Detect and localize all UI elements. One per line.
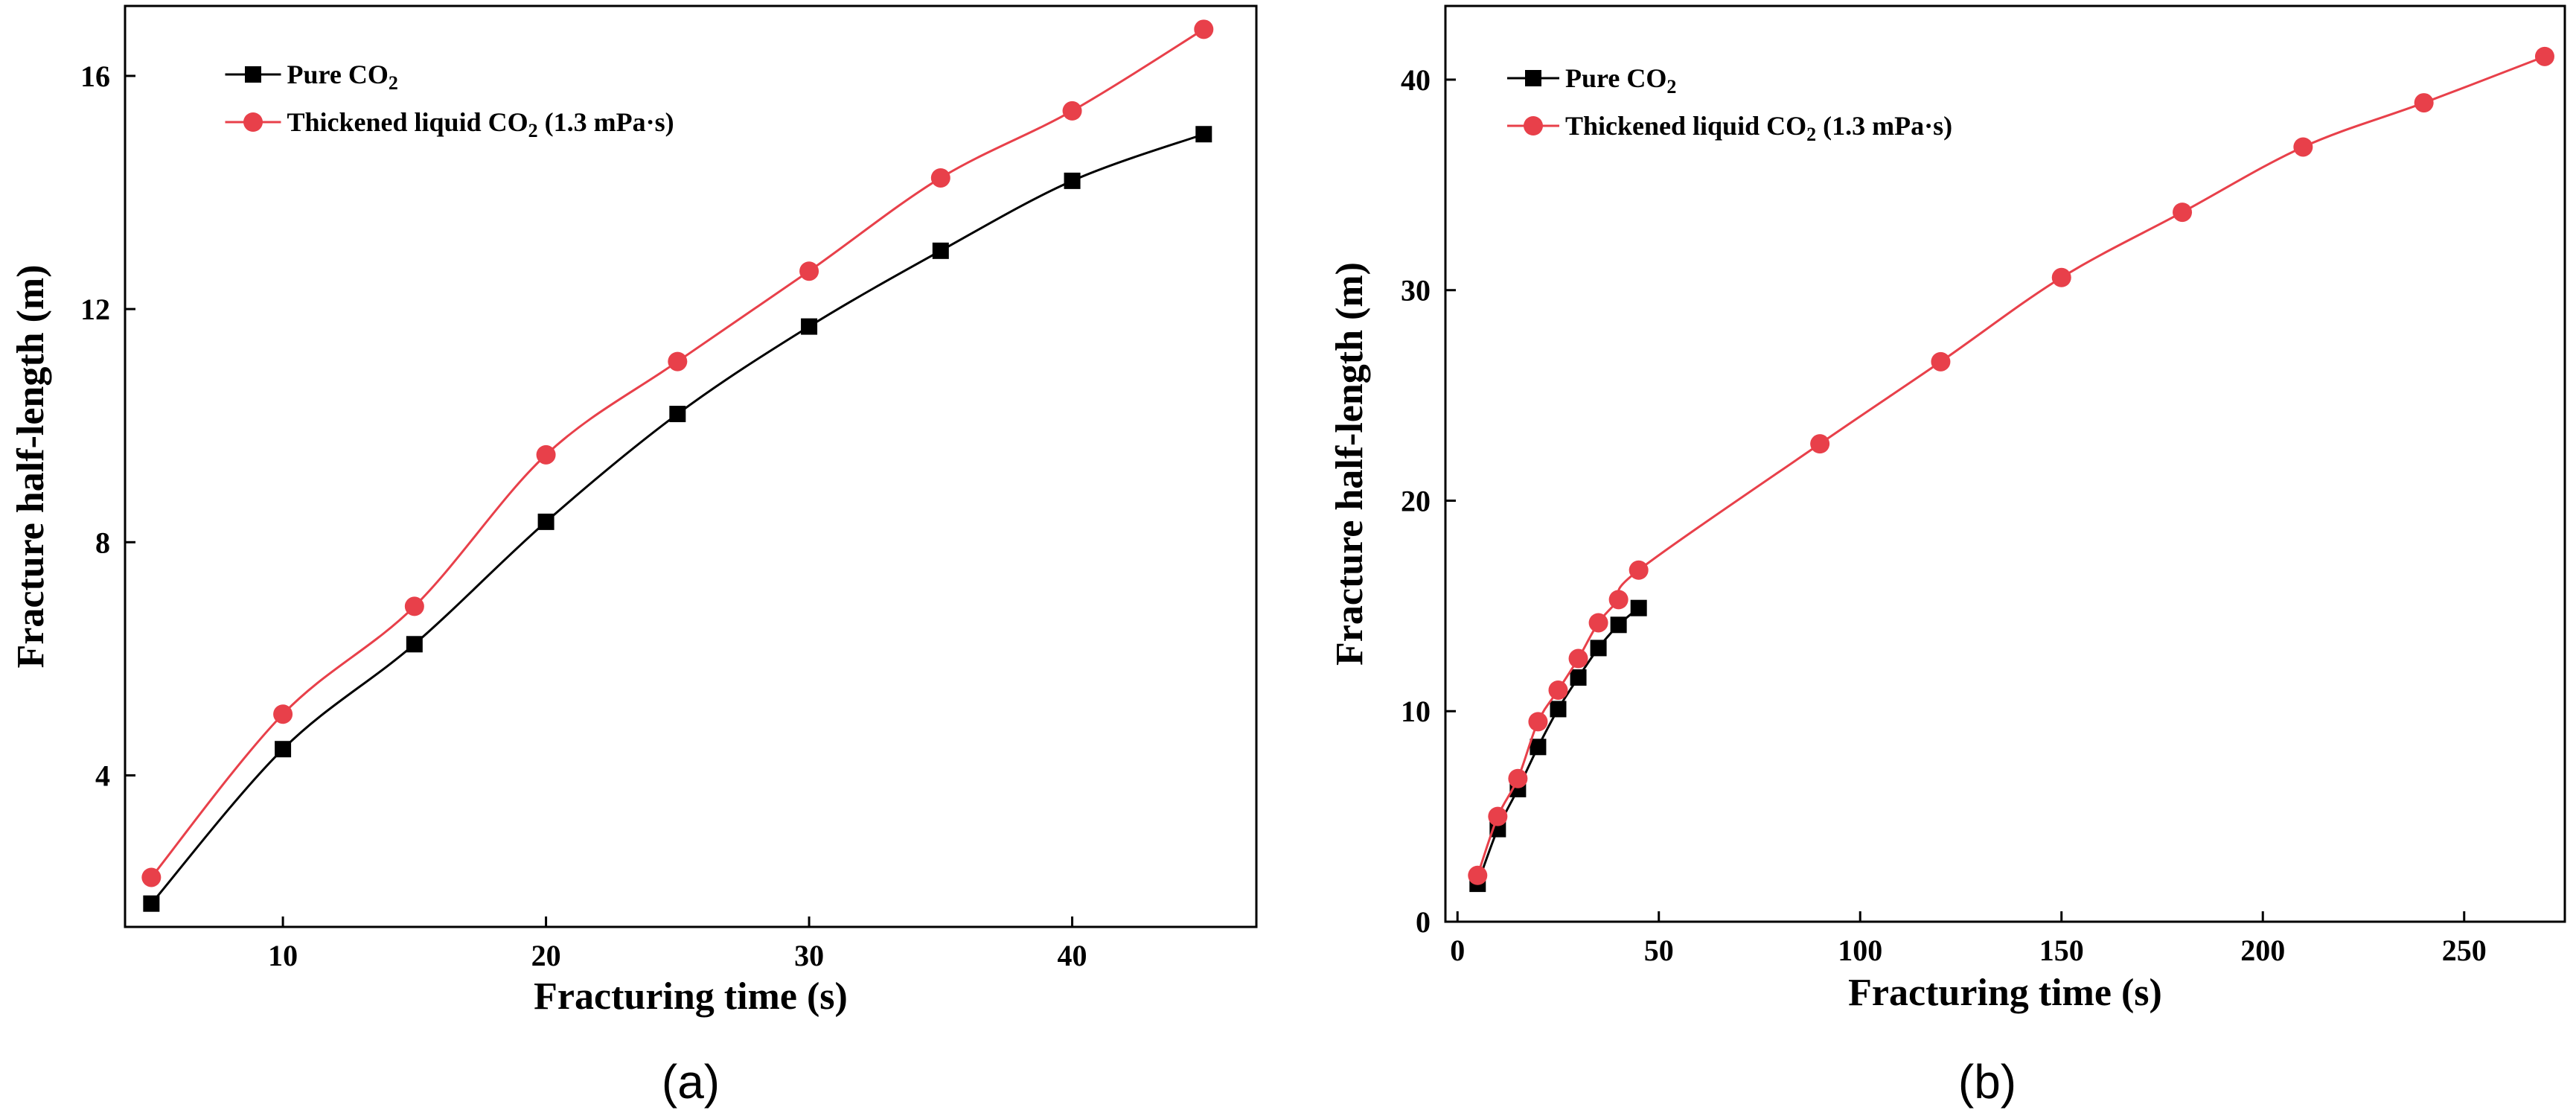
data-point-circle — [1608, 590, 1629, 610]
series-thickened-co2 — [1468, 46, 2554, 885]
data-point-circle — [1508, 768, 1528, 788]
legend-label-main: Thickened liquid CO — [1565, 111, 1806, 141]
x-axis-label: Fracturing time (s) — [534, 975, 848, 1018]
data-point-square — [1550, 701, 1567, 718]
legend-label-subscript: 2 — [528, 120, 538, 141]
y-tick-label: 30 — [1401, 274, 1431, 307]
series-pure-co2 — [143, 126, 1212, 912]
legend-label: Pure CO2 — [287, 60, 398, 94]
data-point-circle — [1931, 351, 1951, 372]
data-point-square — [537, 513, 554, 530]
data-point-circle — [2051, 267, 2071, 287]
data-point-circle — [1568, 648, 1588, 669]
data-point-circle — [1629, 560, 1649, 580]
x-tick-label: 200 — [2240, 934, 2285, 967]
x-tick-label: 150 — [2039, 934, 2084, 967]
data-point-square — [1195, 126, 1212, 143]
legend-marker-circle — [243, 112, 263, 132]
data-point-circle — [1468, 865, 1488, 885]
legend-label: Pure CO2 — [1565, 63, 1676, 98]
legend-label-main: Pure CO — [287, 60, 389, 89]
data-point-circle — [2293, 137, 2313, 157]
legend-marker-square — [1525, 70, 1541, 86]
x-tick-label: 0 — [1450, 934, 1465, 967]
y-tick-label: 20 — [1401, 484, 1431, 517]
series-line — [150, 133, 1204, 905]
legend-label-suffix: (1.3 mPa·s) — [1816, 111, 1952, 141]
x-tick-label: 50 — [1644, 934, 1674, 967]
x-axis-label: Fracturing time (s) — [1848, 972, 2162, 1014]
y-tick-label: 16 — [80, 60, 110, 93]
data-point-circle — [2414, 93, 2434, 113]
y-tick-label: 12 — [80, 293, 110, 326]
panel-label: (b) — [1958, 1055, 2016, 1109]
data-point-circle — [799, 261, 819, 281]
x-tick-label: 250 — [2442, 934, 2487, 967]
x-tick-label: 40 — [1058, 939, 1087, 972]
data-point-circle — [536, 444, 556, 465]
data-point-square — [143, 895, 160, 912]
x-tick-label: 100 — [1838, 934, 1882, 967]
y-tick-label: 8 — [95, 526, 110, 559]
legend-label: Thickened liquid CO2 (1.3 mPa·s) — [1565, 111, 1952, 145]
data-point-circle — [141, 867, 162, 887]
y-axis-label: Fracture half-length (m) — [10, 264, 52, 668]
series-thickened-co2 — [141, 19, 1214, 887]
data-point-circle — [1528, 712, 1548, 732]
data-point-circle — [273, 704, 293, 724]
data-point-circle — [668, 351, 688, 372]
data-point-square — [932, 242, 949, 259]
series-pure-co2 — [1469, 599, 1647, 893]
data-point-square — [801, 318, 818, 335]
data-point-circle — [1588, 613, 1608, 633]
data-point-circle — [1488, 806, 1508, 826]
data-point-circle — [930, 168, 950, 188]
legend-label-main: Pure CO — [1565, 63, 1666, 93]
y-tick-label: 0 — [1416, 905, 1431, 939]
plot-frame — [1444, 4, 2566, 923]
data-point-square — [406, 636, 423, 653]
data-point-square — [1570, 669, 1587, 686]
data-point-square — [1630, 599, 1647, 616]
data-point-square — [1590, 640, 1607, 657]
y-axis-label: Fracture half-length (m) — [1329, 262, 1371, 666]
legend-label-subscript: 2 — [1806, 124, 1816, 145]
legend-label: Thickened liquid CO2 (1.3 mPa·s) — [287, 107, 674, 141]
x-tick-label: 10 — [268, 939, 298, 972]
panel-label: (a) — [662, 1055, 720, 1109]
legend-marker-square — [245, 66, 261, 83]
data-point-square — [1064, 172, 1081, 189]
data-point-circle — [404, 596, 424, 616]
data-point-square — [1610, 616, 1627, 634]
data-point-square — [669, 406, 686, 423]
data-point-circle — [2534, 46, 2554, 66]
data-point-square — [275, 741, 292, 758]
y-tick-label: 40 — [1401, 63, 1431, 97]
x-tick-label: 20 — [531, 939, 561, 972]
plot-frame — [124, 4, 1258, 928]
y-tick-label: 10 — [1401, 695, 1431, 728]
legend-label-subscript: 2 — [389, 72, 398, 94]
chart-panel-a: 10 20 30 40 4 8 12 16 Fracturing time (s) Fractur… — [10, 4, 1258, 1109]
legend-label-main: Thickened liquid CO — [287, 107, 528, 137]
y-tick-label: 4 — [95, 759, 110, 792]
data-point-circle — [1194, 19, 1214, 39]
data-point-circle — [1062, 101, 1082, 121]
legend-marker-circle — [1524, 116, 1543, 136]
series-line — [150, 28, 1205, 879]
legend-label-suffix: (1.3 mPa·s) — [538, 107, 674, 137]
data-point-square — [1530, 739, 1547, 756]
x-tick-label: 30 — [794, 939, 824, 972]
data-point-circle — [2173, 203, 2193, 223]
data-point-circle — [1810, 434, 1830, 454]
data-point-circle — [1548, 680, 1568, 700]
chart-panel-b: 0 50 100 150 200 250 0 10 20 30 40 Fracturing time … — [1329, 4, 2566, 1109]
legend-label-subscript: 2 — [1666, 76, 1676, 98]
